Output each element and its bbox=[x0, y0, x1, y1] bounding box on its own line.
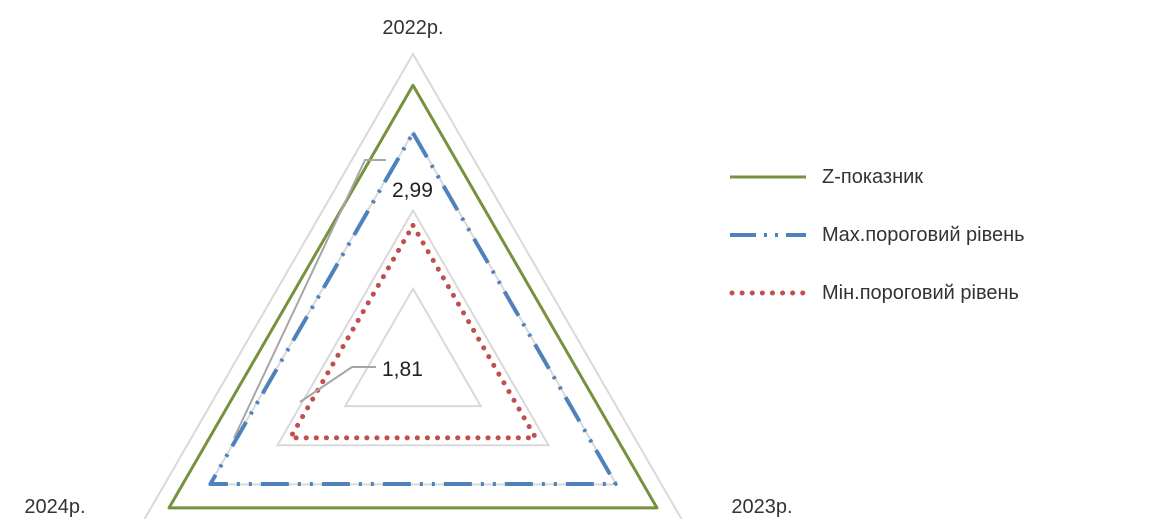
leader-line-max bbox=[233, 159, 386, 439]
category-label-2024: 2024р. bbox=[24, 496, 85, 518]
grid-ring-2 bbox=[275, 208, 551, 447]
grid-ring-1 bbox=[343, 286, 483, 408]
legend-item-min: Мін.пороговий рівень bbox=[728, 264, 1025, 322]
grid-ring-4 bbox=[143, 52, 683, 519]
series-line-z bbox=[167, 83, 659, 510]
legend: Z-показник Max.пороговий рівень Мін.поро… bbox=[728, 148, 1025, 322]
legend-swatch-z bbox=[730, 175, 806, 179]
series-layer bbox=[167, 83, 659, 510]
legend-swatch-max bbox=[730, 233, 806, 237]
category-label-2022: 2022р. bbox=[382, 17, 443, 39]
series-line-max bbox=[208, 131, 618, 486]
radar-grid bbox=[143, 52, 683, 519]
legend-item-max: Max.пороговий рівень bbox=[728, 206, 1025, 264]
leader-line-min bbox=[299, 366, 376, 403]
legend-label-z: Z-показник bbox=[822, 165, 924, 188]
data-label-min-2022: 1,81 bbox=[382, 358, 423, 381]
data-label-max-2022: 2,99 bbox=[392, 179, 433, 202]
legend-swatch-min bbox=[729, 290, 808, 296]
legend-item-z: Z-показник bbox=[728, 148, 1025, 206]
legend-label-min: Мін.пороговий рівень bbox=[822, 281, 1019, 304]
series-line-min bbox=[287, 222, 539, 441]
legend-label-max: Max.пороговий рівень bbox=[822, 223, 1025, 246]
category-label-2023: 2023р. bbox=[731, 496, 792, 518]
label-layer: 2022р. 2023р. 2024р. 2,99 1,81 bbox=[24, 17, 792, 518]
